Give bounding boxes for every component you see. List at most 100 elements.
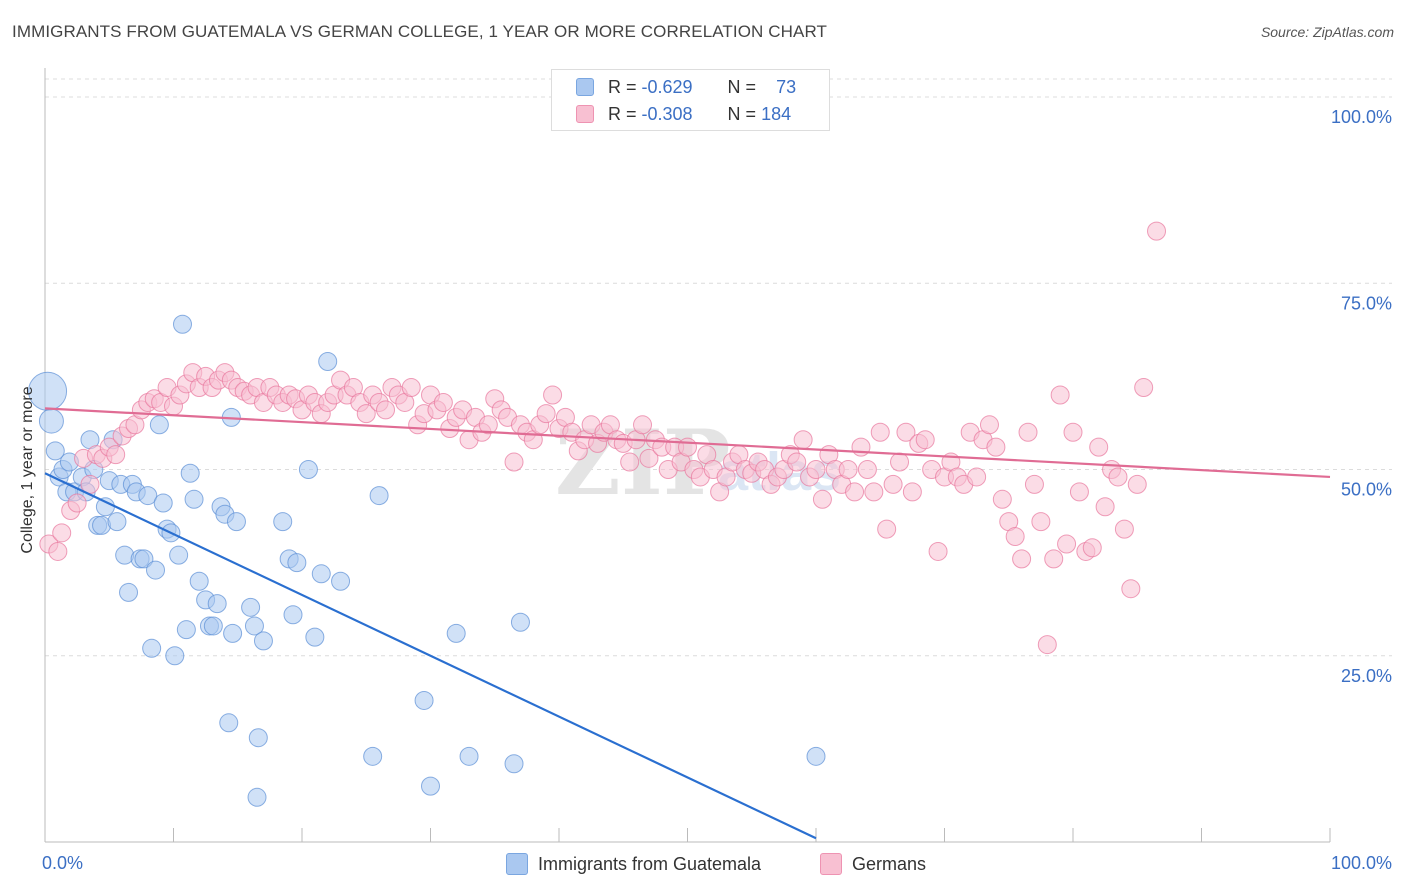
data-point <box>1044 549 1064 569</box>
data-point <box>1127 474 1147 494</box>
data-point <box>48 541 68 561</box>
data-point <box>639 448 659 468</box>
data-point <box>543 385 563 405</box>
data-point <box>67 493 87 513</box>
y-tick-label: 50.0% <box>1341 480 1392 500</box>
data-point <box>318 351 338 371</box>
data-point <box>896 422 916 442</box>
data-point <box>812 489 832 509</box>
data-point <box>219 713 239 733</box>
legend-swatch-guatemala <box>576 78 594 96</box>
data-point <box>172 314 192 334</box>
data-point <box>253 631 273 651</box>
legend-n-value: 184 <box>761 103 792 124</box>
data-point <box>1063 422 1083 442</box>
data-point <box>915 430 935 450</box>
data-point <box>305 627 325 647</box>
data-point <box>184 489 204 509</box>
x-tick-label-start: 0.0% <box>42 853 83 873</box>
data-point <box>1050 385 1070 405</box>
data-point <box>189 571 209 591</box>
data-point <box>107 512 127 532</box>
data-point <box>864 482 884 502</box>
legend-r-value: -0.629 <box>641 76 693 97</box>
y-tick-label: 75.0% <box>1341 293 1392 313</box>
trend-line-1 <box>44 407 1331 479</box>
data-point <box>311 564 331 584</box>
data-point <box>883 474 903 494</box>
data-point <box>1114 519 1134 539</box>
data-point <box>146 560 166 580</box>
legend-r-label: R = <box>608 76 637 97</box>
y-axis-label: College, 1 year or more <box>19 386 36 554</box>
data-point <box>38 408 64 434</box>
data-point <box>1024 474 1044 494</box>
data-point <box>331 571 351 591</box>
data-point <box>169 545 189 565</box>
data-point <box>1095 497 1115 517</box>
data-point <box>633 415 653 435</box>
data-point <box>165 646 185 666</box>
data-point <box>1089 437 1109 457</box>
data-point <box>446 623 466 643</box>
data-point <box>176 620 196 640</box>
data-point <box>1018 422 1038 442</box>
x-tick-label-end: 100.0% <box>1331 853 1392 873</box>
bottom-legend-label-guatemala: Immigrants from Guatemala <box>538 853 762 874</box>
data-point <box>510 612 530 632</box>
data-point <box>504 452 524 472</box>
data-point <box>356 404 376 424</box>
data-point <box>244 616 264 636</box>
legend-r-label: R = <box>608 103 637 124</box>
data-point <box>870 422 890 442</box>
data-point <box>119 582 139 602</box>
data-point <box>504 754 524 774</box>
data-point <box>106 445 126 465</box>
data-point <box>149 415 169 435</box>
data-point <box>979 415 999 435</box>
data-point <box>433 392 453 412</box>
series-1 <box>39 221 1167 655</box>
data-point <box>986 437 1006 457</box>
data-point <box>52 523 72 543</box>
data-point <box>857 460 877 479</box>
bottom-legend-germans: Germans <box>820 853 926 875</box>
data-point <box>153 493 173 513</box>
data-point <box>142 638 162 658</box>
trend-line-0 <box>44 472 817 840</box>
data-point <box>241 597 261 617</box>
data-point <box>414 690 434 710</box>
y-tick-label: 100.0% <box>1331 107 1392 127</box>
legend-r-value: -0.308 <box>641 103 693 124</box>
data-point <box>421 776 440 796</box>
data-point <box>45 441 65 461</box>
data-point <box>247 787 267 807</box>
data-point <box>1057 534 1077 554</box>
data-point <box>928 541 948 561</box>
bottom-legend-label-germans: Germans <box>852 853 927 874</box>
legend-swatch-germans <box>576 105 594 123</box>
legend-n-label: N = <box>727 103 757 124</box>
data-point <box>806 746 826 766</box>
data-point <box>376 400 396 420</box>
legend-n-label: N = <box>727 76 757 97</box>
data-point <box>1037 635 1057 655</box>
data-point <box>134 549 154 569</box>
data-point <box>1012 549 1032 569</box>
data-point <box>793 430 813 450</box>
data-point <box>203 616 223 636</box>
data-point <box>1134 378 1154 398</box>
bottom-legend-swatch-guatemala <box>506 853 528 875</box>
data-point <box>1108 467 1128 487</box>
data-point <box>1005 527 1025 547</box>
data-point <box>226 512 246 532</box>
data-point <box>273 512 293 532</box>
data-point <box>838 460 858 479</box>
data-point <box>287 553 307 573</box>
data-point <box>363 746 383 766</box>
data-point <box>678 437 697 457</box>
data-point <box>1121 579 1141 599</box>
chart-source: Source: ZipAtlas.com <box>1260 24 1394 40</box>
data-point <box>369 486 389 506</box>
data-point <box>877 519 897 539</box>
